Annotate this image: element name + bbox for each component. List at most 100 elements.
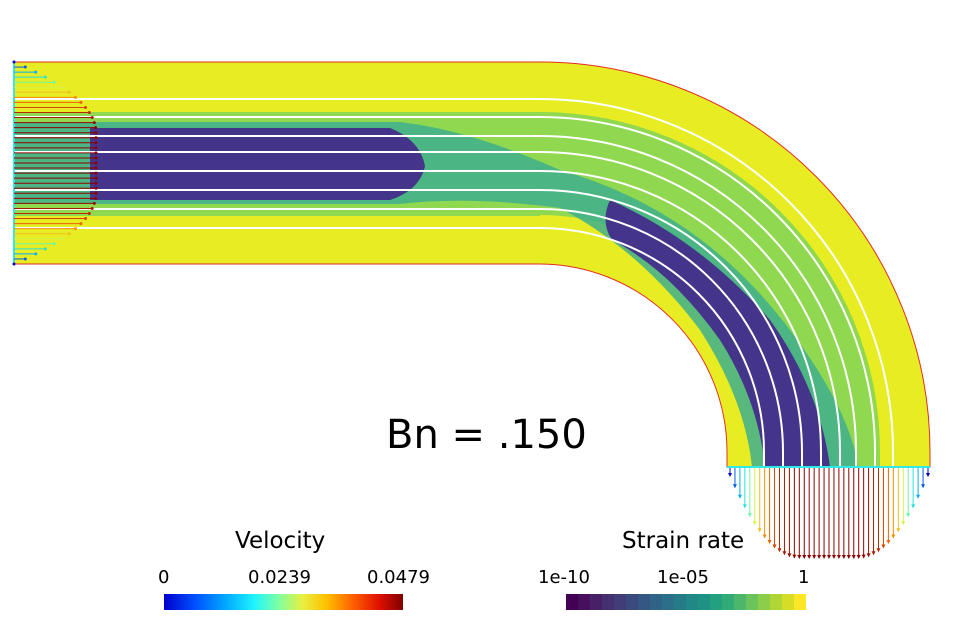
strain-rate-colorbar-step (578, 594, 590, 610)
strain-rate-colorbar-step (722, 594, 734, 610)
strain-rate-colorbar-step (614, 594, 626, 610)
inlet-arrow-tip (94, 186, 98, 190)
bingham-number-label: Bn = .150 (386, 412, 587, 458)
outlet-arrow-tip (906, 513, 911, 518)
strain-rate-colorbar-step (626, 594, 638, 610)
streamline (14, 116, 876, 467)
outlet-arrow-tip (911, 504, 916, 509)
inlet-arrow-tip (94, 151, 98, 155)
outlet-arrow-tip (827, 555, 831, 559)
outlet-arrow-tip (891, 534, 896, 539)
outlet-arrow-tip (757, 528, 762, 533)
outlet-velocity-profile (728, 468, 930, 559)
strain-rate-colorbar-step (794, 594, 806, 610)
strain-rate-colorbar-step (782, 594, 794, 610)
outlet-arrow-tip (737, 494, 742, 499)
outlet-arrow-tip (807, 555, 812, 559)
outlet-arrow-tip (772, 544, 777, 549)
outlet-arrow-tip (876, 548, 881, 553)
streamlines (14, 98, 894, 467)
inlet-arrow-tip (87, 111, 91, 114)
inlet-arrow-tip (52, 80, 56, 84)
outlet-arrow-tip (896, 528, 901, 533)
outlet-arrow-tip (926, 473, 930, 477)
inlet-arrow-tip (43, 247, 47, 251)
inlet-arrow-tip (94, 181, 98, 185)
streamline (14, 189, 803, 467)
strain-rate-colorbar (566, 594, 806, 610)
outlet-arrow-tip (742, 504, 747, 509)
inlet-arrow-tip (92, 121, 96, 125)
inlet-arrow-tip (94, 131, 98, 135)
outlet-arrow-tip (846, 555, 851, 559)
inlet-arrow-tip (94, 141, 98, 145)
inlet-arrow-tip (94, 161, 98, 165)
strain-rate-colorbar-step (602, 594, 614, 610)
outlet-arrow-tip (817, 555, 822, 559)
outlet-arrow-tip (841, 555, 846, 559)
velocity-legend-title: Velocity (235, 528, 326, 554)
outlet-arrow-tip (856, 555, 861, 559)
outlet-arrow-tip (777, 548, 782, 553)
inlet-arrow-tip (34, 252, 38, 256)
outlet-arrow-tip (732, 484, 737, 489)
inlet-arrow-tip (90, 206, 94, 210)
inlet-arrow-tip (94, 166, 98, 170)
inlet-arrow-tip (79, 100, 83, 104)
strain-rate-tick-max: 1 (798, 567, 810, 588)
strain-rate-colorbar-step (758, 594, 770, 610)
inlet-arrow-tip (84, 217, 88, 221)
velocity-colorbar (164, 594, 403, 610)
inlet-arrow-tip (87, 212, 91, 215)
inlet-arrow-tip (94, 126, 98, 130)
strain-rate-legend-title: Strain rate (622, 528, 745, 554)
inlet-arrow-tip (94, 171, 98, 175)
velocity-tick-mid: 0.0239 (248, 567, 311, 588)
inlet-arrow-tip (67, 232, 71, 236)
outlet-arrow-tip (747, 513, 752, 518)
outlet-arrow-tip (866, 553, 871, 558)
strain-rate-colorbar-step (710, 594, 722, 610)
inlet-arrow-tip (94, 136, 98, 140)
plug-core-bend (605, 200, 830, 467)
plug-core-straight (90, 128, 425, 200)
velocity-tick-max: 0.0479 (367, 567, 430, 588)
inlet-arrow-tip (94, 191, 98, 195)
teal-band (14, 122, 858, 467)
outlet-arrow-tip (802, 555, 807, 559)
inlet-arrow-tip (60, 85, 64, 89)
inlet-velocity-profile (12, 60, 98, 266)
outlet-arrow-tip (851, 555, 856, 559)
inlet-arrow-tip (92, 201, 96, 205)
inlet-arrow-tip (79, 222, 83, 226)
strain-rate-colorbar-step (746, 594, 758, 610)
outlet-arrow-tip (728, 473, 732, 477)
outlet-arrow-tip (921, 484, 926, 489)
inlet-arrow-tip (94, 196, 98, 200)
strain-rate-colorbar-step (734, 594, 746, 610)
streamline (14, 227, 765, 467)
outlet-arrow-tip (782, 551, 787, 556)
outlet-arrow-tip (822, 555, 827, 559)
outlet-arrow-tip (812, 555, 817, 559)
strain-rate-colorbar-step (638, 594, 650, 610)
inlet-arrow-tip (84, 105, 88, 109)
outlet-arrow-tip (881, 544, 886, 549)
strain-rate-tick-min: 1e-10 (538, 567, 590, 588)
inlet-arrow-tip (12, 262, 16, 266)
outlet-arrow-tip (797, 555, 802, 559)
outlet-arrow-tip (762, 534, 767, 539)
strain-rate-colorbar-step (662, 594, 674, 610)
streamline (14, 151, 841, 467)
strain-rate-tick-mid: 1e-05 (657, 567, 709, 588)
streamline (14, 208, 784, 467)
strain-rate-colorbar-step (590, 594, 602, 610)
outlet-arrow-tip (767, 539, 772, 544)
inlet-arrow-tip (52, 242, 56, 246)
inlet-arrow-tip (74, 227, 77, 231)
strain-rate-colorbar-step (686, 594, 698, 610)
velocity-tick-min: 0 (158, 567, 170, 588)
outlet-arrow-tip (916, 494, 921, 499)
